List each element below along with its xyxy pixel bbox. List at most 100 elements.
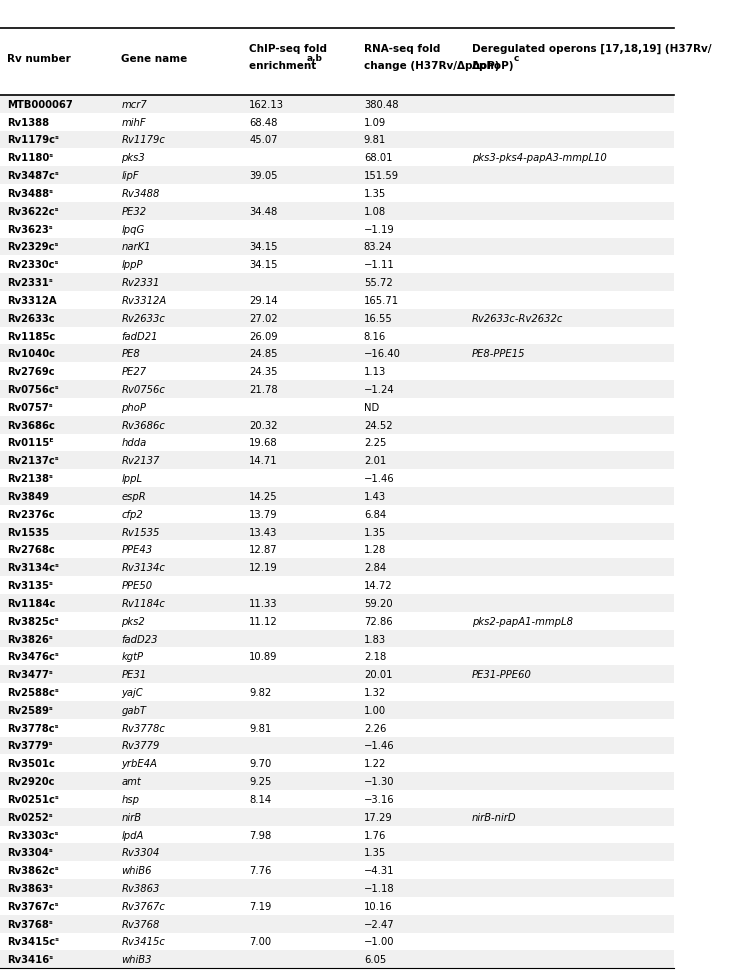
Text: Rv3768: Rv3768 [122,918,159,929]
Text: 1.00: 1.00 [364,705,386,715]
Text: 14.71: 14.71 [249,456,278,466]
Text: ChIP-seq fold: ChIP-seq fold [249,44,328,55]
Text: 1.22: 1.22 [364,759,386,769]
Text: 6.05: 6.05 [364,955,386,964]
Bar [0,131,674,150]
Bar [0,790,674,808]
Text: 83.24: 83.24 [364,243,392,252]
Text: 17.29: 17.29 [364,812,393,822]
Text: lpqG: lpqG [122,224,144,235]
Text: 10.89: 10.89 [249,651,278,662]
Text: Rv2330cˢ: Rv2330cˢ [7,260,58,270]
Text: Rv2329cˢ: Rv2329cˢ [7,243,58,252]
Text: 162.13: 162.13 [249,100,285,110]
Text: Rv3779: Rv3779 [122,740,159,751]
Text: 380.48: 380.48 [364,100,399,110]
Bar [0,647,674,666]
Bar [0,879,674,897]
Text: MTB000067: MTB000067 [7,100,73,110]
Bar [0,523,674,541]
Text: Rv1179cˢ: Rv1179cˢ [7,135,59,146]
Text: 2.26: 2.26 [364,723,386,733]
Bar [0,256,674,274]
Bar [0,951,674,968]
Text: 1.08: 1.08 [364,206,386,216]
Text: −4.31: −4.31 [364,866,394,875]
Text: c: c [514,54,519,63]
Text: 14.25: 14.25 [249,491,278,502]
Bar [0,202,674,220]
Text: Rv3134c: Rv3134c [122,562,165,573]
Text: −1.24: −1.24 [364,384,394,394]
Text: RNA-seq fold: RNA-seq fold [364,44,440,55]
Text: Rv1184c: Rv1184c [7,599,55,608]
Text: 2.01: 2.01 [364,456,386,466]
Text: −16.40: −16.40 [364,349,401,359]
Bar [0,309,674,328]
Text: Rv1040c: Rv1040c [7,349,55,359]
Text: Rv2137cˢ: Rv2137cˢ [7,456,59,466]
Text: Rv3415cˢ: Rv3415cˢ [7,937,59,947]
Text: −1.00: −1.00 [364,937,394,947]
Text: 1.35: 1.35 [364,848,386,858]
Bar [0,736,674,755]
Text: 7.98: 7.98 [249,829,271,840]
Text: Rv1184c: Rv1184c [122,599,165,608]
Text: 9.81: 9.81 [249,723,271,733]
Bar [0,914,674,933]
Text: 9.70: 9.70 [249,759,271,769]
Text: 39.05: 39.05 [249,171,278,181]
Bar [0,398,674,417]
Text: Rv0252ˢ: Rv0252ˢ [7,812,53,822]
Text: Rv2138ˢ: Rv2138ˢ [7,473,53,483]
Text: enrichment: enrichment [249,61,320,71]
Text: 10.16: 10.16 [364,901,393,911]
Text: Rv3863: Rv3863 [122,883,159,893]
Bar [0,862,674,879]
Text: gabT: gabT [122,705,146,715]
Text: 16.55: 16.55 [364,313,393,324]
Text: 8.14: 8.14 [249,794,271,804]
Text: Rv3686c: Rv3686c [7,421,55,430]
Text: 13.79: 13.79 [249,510,278,519]
Text: Rv1179c: Rv1179c [122,135,165,146]
Text: Rv3623ˢ: Rv3623ˢ [7,224,53,235]
Text: 9.82: 9.82 [249,688,271,697]
Text: Rv2331: Rv2331 [122,278,159,288]
Text: 45.07: 45.07 [249,135,278,146]
Bar [0,150,674,167]
Text: PPE43: PPE43 [122,545,153,555]
Text: PPE50: PPE50 [122,581,153,591]
Text: whiB6: whiB6 [122,866,152,875]
Text: Rv2633c: Rv2633c [122,313,165,324]
Text: 6.84: 6.84 [364,510,386,519]
Text: pks2: pks2 [122,616,145,626]
Bar [0,345,674,363]
Text: Rv1185c: Rv1185c [7,332,55,341]
Text: Rv2589ˢ: Rv2589ˢ [7,705,53,715]
Text: Rv2137: Rv2137 [122,456,159,466]
Text: Rv3778c: Rv3778c [122,723,165,733]
Text: hdda: hdda [122,438,147,448]
Text: pks3: pks3 [122,154,145,163]
Text: whiB3: whiB3 [122,955,152,964]
Text: 24.85: 24.85 [249,349,278,359]
Bar [0,487,674,506]
Text: Rv3312A: Rv3312A [7,295,56,305]
Text: 7.19: 7.19 [249,901,272,911]
Bar [0,684,674,701]
Text: 68.48: 68.48 [249,117,278,127]
Text: 29.14: 29.14 [249,295,278,305]
Bar [0,469,674,487]
Text: 34.48: 34.48 [249,206,278,216]
Text: hsp: hsp [122,794,139,804]
Text: PE31: PE31 [122,670,147,680]
Text: 68.01: 68.01 [364,154,392,163]
Text: Rv0756cˢ: Rv0756cˢ [7,384,59,394]
Text: mihF: mihF [122,117,146,127]
Text: 1.09: 1.09 [364,117,386,127]
Text: Rv3487cˢ: Rv3487cˢ [7,171,59,181]
Text: Rv3768ˢ: Rv3768ˢ [7,918,53,929]
Text: Rv2633c: Rv2633c [7,313,54,324]
Text: Rv1535: Rv1535 [122,527,159,537]
